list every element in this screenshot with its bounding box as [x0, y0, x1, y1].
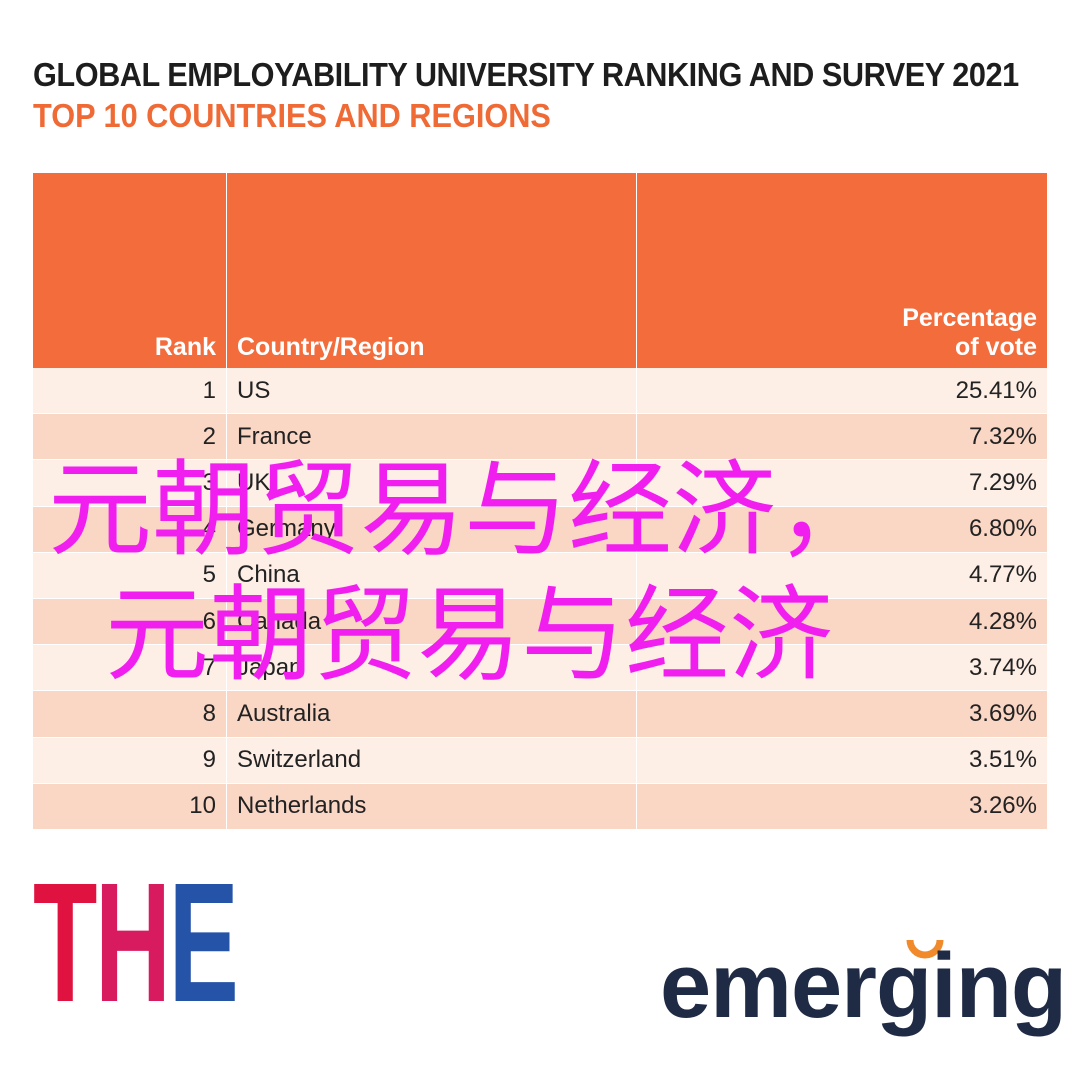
subtitle: TOP 10 COUNTRIES AND REGIONS: [33, 97, 551, 134]
table-cell: China: [227, 552, 637, 599]
table-cell: 7: [33, 645, 227, 692]
table-cell: 4.77%: [637, 552, 1047, 599]
table-cell: 3.69%: [637, 691, 1047, 738]
table-cell: 9: [33, 737, 227, 784]
table-cell: 1: [33, 368, 227, 415]
table-cell: Germany: [227, 506, 637, 553]
table-cell: 3.51%: [637, 737, 1047, 784]
overlay-text: 元朝贸易与经济，: [48, 449, 881, 571]
table-cell: 25.41%: [637, 368, 1047, 415]
table-cell: UK: [227, 460, 637, 507]
table-cell: 3.74%: [637, 645, 1047, 692]
table-cell: Switzerland: [227, 737, 637, 784]
title: GLOBAL EMPLOYABILITY UNIVERSITY RANKING …: [33, 56, 1019, 93]
table-cell: 3: [33, 460, 227, 507]
column-header-text: Country/Region: [237, 333, 425, 361]
column-header-text: Percentage of vote: [902, 304, 1037, 361]
table-cell: 7.32%: [637, 414, 1047, 461]
logo-letter: E: [168, 848, 239, 1038]
table-cell: 4: [33, 506, 227, 553]
table: Rank Country/Region Percentage of vote 1 US 2…: [33, 173, 1047, 830]
table-cell: 8: [33, 691, 227, 738]
table-cell: France: [227, 414, 637, 461]
table-cell: 3.26%: [637, 783, 1047, 830]
table-cell: 2: [33, 414, 227, 461]
column-header: Rank: [33, 173, 227, 368]
table-cell: Netherlands: [227, 783, 637, 830]
table-cell: Canada: [227, 599, 637, 646]
logo-letter: T: [33, 848, 97, 1038]
table-cell: 4.28%: [637, 599, 1047, 646]
table-cell: Japan: [227, 645, 637, 692]
column-header: Percentage of vote: [637, 173, 1047, 368]
column-header: Country/Region: [227, 173, 637, 368]
overlay-text: 元朝贸易与经济: [105, 574, 834, 696]
table-cell: US: [227, 368, 637, 415]
the-logo: THE: [33, 858, 239, 1028]
table-cell: 7.29%: [637, 460, 1047, 507]
table-cell: 10: [33, 783, 227, 830]
logo-arc: [906, 939, 944, 959]
table-cell: Australia: [227, 691, 637, 738]
emerging-logo: emerging: [660, 935, 1067, 1037]
table-cell: 6: [33, 599, 227, 646]
logo-letter: H: [94, 848, 171, 1038]
column-header-text: Rank: [154, 333, 216, 361]
table-cell: 6.80%: [637, 506, 1047, 553]
table-cell: 5: [33, 552, 227, 599]
